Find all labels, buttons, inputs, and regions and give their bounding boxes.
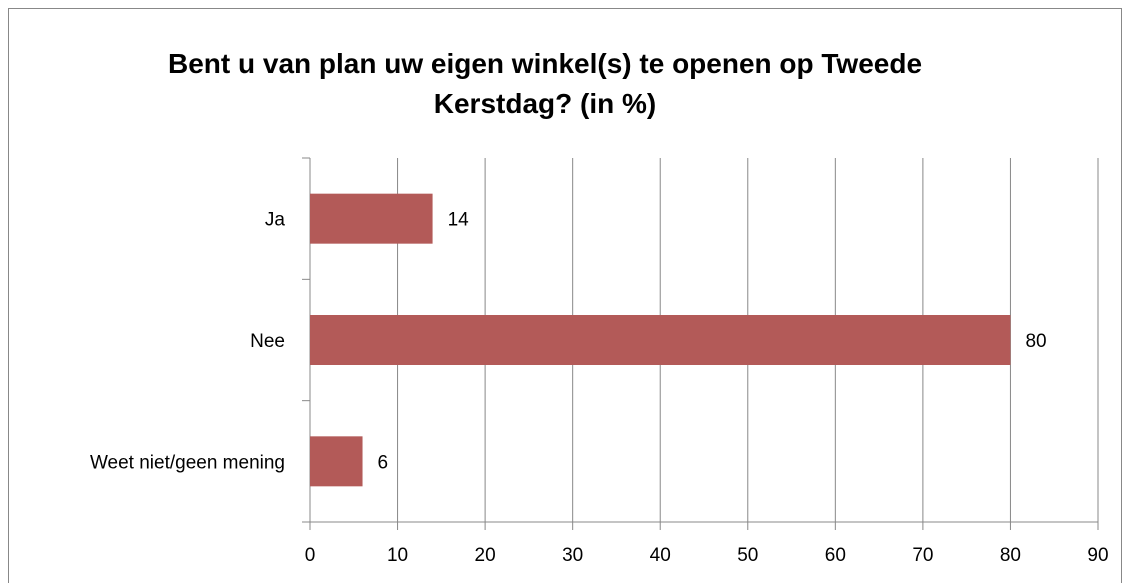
x-tick-label: 20 <box>475 545 496 566</box>
data-label: 6 <box>378 452 389 473</box>
x-tick-label: 10 <box>387 545 408 566</box>
bar <box>310 315 1011 365</box>
x-tick-label: 90 <box>1087 545 1108 566</box>
x-tick-label: 60 <box>825 545 846 566</box>
y-tick-label: Weet niet/geen mening <box>90 452 285 473</box>
data-label: 14 <box>448 210 470 231</box>
y-tick-label: Ja <box>265 210 286 231</box>
chart-title: Bent u van plan uw eigen winkel(s) te op… <box>167 48 923 119</box>
x-tick-label: 0 <box>305 545 316 566</box>
x-tick-label: 80 <box>1000 545 1021 566</box>
x-tick-label: 30 <box>562 545 583 566</box>
x-tick-label: 50 <box>737 545 758 566</box>
chart-frame <box>8 8 1122 583</box>
x-tick-label: 40 <box>650 545 671 566</box>
y-tick-label: Nee <box>250 331 285 352</box>
bar <box>310 193 433 244</box>
bar <box>310 436 363 487</box>
x-tick-label: 70 <box>912 545 933 566</box>
data-label: 80 <box>1025 331 1046 352</box>
